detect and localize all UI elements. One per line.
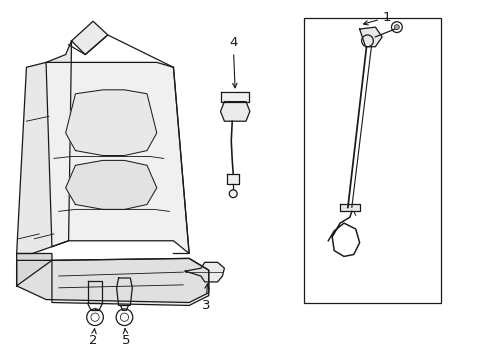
Polygon shape [65, 161, 157, 210]
Polygon shape [71, 21, 107, 55]
Polygon shape [227, 174, 239, 184]
Circle shape [230, 191, 236, 197]
Polygon shape [52, 258, 208, 305]
Polygon shape [339, 203, 359, 211]
Circle shape [394, 25, 399, 30]
Text: 4: 4 [228, 36, 237, 88]
Polygon shape [185, 262, 224, 282]
Text: 1: 1 [363, 11, 390, 25]
Text: 3: 3 [201, 284, 210, 312]
Polygon shape [65, 90, 157, 156]
Polygon shape [220, 102, 249, 121]
Polygon shape [221, 92, 248, 102]
Bar [303, 18, 440, 302]
Polygon shape [116, 278, 132, 305]
Polygon shape [359, 27, 382, 47]
Polygon shape [87, 281, 102, 303]
Polygon shape [17, 41, 71, 253]
Text: 2: 2 [89, 329, 97, 347]
Text: 5: 5 [122, 329, 130, 347]
Polygon shape [17, 258, 208, 302]
Polygon shape [17, 253, 52, 286]
Polygon shape [46, 62, 189, 253]
